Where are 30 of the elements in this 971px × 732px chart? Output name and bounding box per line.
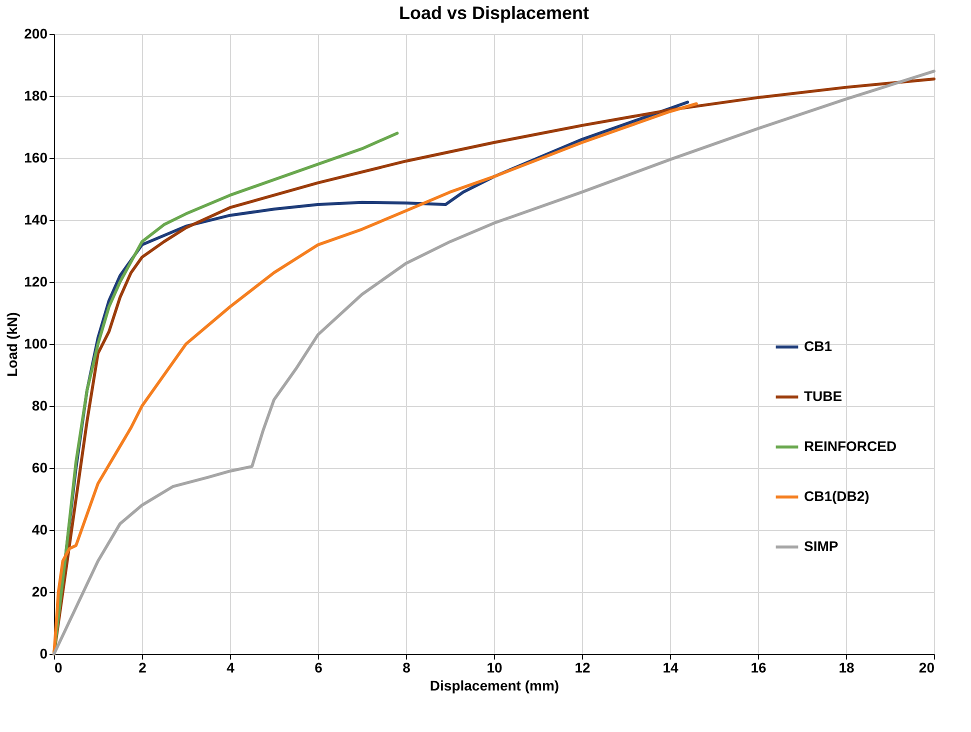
x-tick-label: 8: [402, 660, 411, 676]
legend-label: SIMP: [804, 538, 838, 554]
x-tick-label: 2: [138, 660, 147, 676]
y-tick-label: 40: [32, 522, 48, 538]
y-tick-label: 180: [24, 88, 48, 104]
legend-label: TUBE: [804, 388, 842, 404]
x-tick-label: 0: [54, 660, 62, 676]
x-tick-label: 20: [918, 660, 935, 676]
x-tick-label: 6: [314, 660, 323, 676]
y-tick-label: 20: [32, 584, 48, 600]
y-tick-label: 60: [32, 460, 48, 476]
y-tick-label: 120: [24, 274, 48, 290]
legend-label: CB1(DB2): [804, 488, 870, 504]
x-tick-label: 4: [226, 660, 235, 676]
y-axis-title: Load (kN): [4, 312, 20, 377]
chart-title: Load vs Displacement: [398, 3, 590, 23]
legend-label: REINFORCED: [804, 438, 897, 454]
x-tick-label: 10: [486, 660, 502, 676]
y-tick-label: 140: [24, 212, 48, 228]
y-tick-label: 160: [24, 150, 48, 166]
y-tick-label: 80: [32, 398, 48, 414]
legend-label: CB1: [804, 338, 832, 354]
x-tick-label: 18: [838, 660, 854, 676]
y-tick-label: 200: [24, 26, 48, 42]
x-tick-label: 14: [662, 660, 678, 676]
x-tick-label: 16: [750, 660, 766, 676]
x-axis-title: Displacement (mm): [430, 678, 560, 694]
x-tick-label: 12: [574, 660, 590, 676]
y-tick-label: 0: [40, 646, 48, 662]
y-tick-label: 100: [24, 336, 48, 352]
